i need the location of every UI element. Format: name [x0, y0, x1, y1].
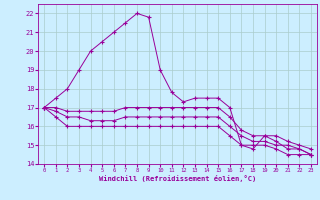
- X-axis label: Windchill (Refroidissement éolien,°C): Windchill (Refroidissement éolien,°C): [99, 175, 256, 182]
